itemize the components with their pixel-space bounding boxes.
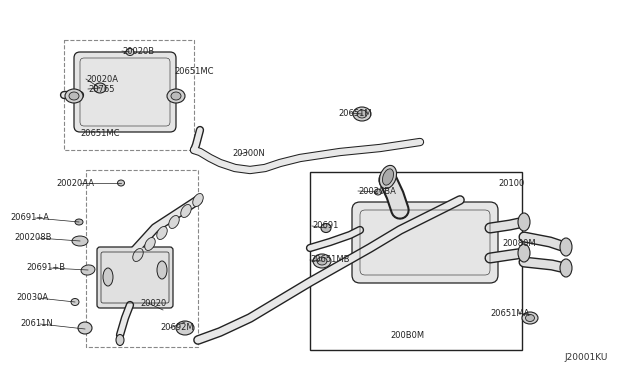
Text: 20651MB: 20651MB xyxy=(310,256,349,264)
Text: 20030A: 20030A xyxy=(16,294,48,302)
Text: 20020: 20020 xyxy=(140,298,166,308)
Ellipse shape xyxy=(313,254,331,268)
Text: 200B0M: 200B0M xyxy=(390,330,424,340)
Ellipse shape xyxy=(167,89,185,103)
Text: 20692M: 20692M xyxy=(160,324,194,333)
Ellipse shape xyxy=(374,189,381,195)
Text: 20300N: 20300N xyxy=(232,150,265,158)
Ellipse shape xyxy=(65,89,83,103)
Ellipse shape xyxy=(169,215,179,228)
Ellipse shape xyxy=(193,193,204,206)
Ellipse shape xyxy=(525,314,534,321)
Text: 20651MC: 20651MC xyxy=(174,67,214,77)
Text: 20691+B: 20691+B xyxy=(26,263,65,273)
Text: 20765: 20765 xyxy=(88,84,115,93)
Ellipse shape xyxy=(157,261,167,279)
Ellipse shape xyxy=(522,312,538,324)
Ellipse shape xyxy=(72,236,88,246)
Ellipse shape xyxy=(518,213,530,231)
Ellipse shape xyxy=(180,205,191,218)
Ellipse shape xyxy=(71,298,79,305)
Ellipse shape xyxy=(353,107,371,121)
Ellipse shape xyxy=(317,257,327,265)
Text: 20651M: 20651M xyxy=(338,109,372,118)
Ellipse shape xyxy=(145,238,156,250)
Ellipse shape xyxy=(383,169,394,185)
Text: 20691+A: 20691+A xyxy=(10,214,49,222)
Ellipse shape xyxy=(75,219,83,225)
Text: 20651MA: 20651MA xyxy=(490,308,529,317)
Ellipse shape xyxy=(321,224,331,232)
Text: 20691: 20691 xyxy=(312,221,339,231)
Text: 20080M: 20080M xyxy=(502,238,536,247)
Ellipse shape xyxy=(171,92,181,100)
Ellipse shape xyxy=(103,268,113,286)
Ellipse shape xyxy=(157,227,167,240)
Text: 20020A: 20020A xyxy=(86,74,118,83)
Ellipse shape xyxy=(78,322,92,334)
Ellipse shape xyxy=(116,334,124,346)
Ellipse shape xyxy=(94,83,106,93)
Text: 20651MC: 20651MC xyxy=(80,128,120,138)
Text: 20611N: 20611N xyxy=(20,318,52,327)
Text: 20020BA: 20020BA xyxy=(358,186,396,196)
Ellipse shape xyxy=(118,180,125,186)
Text: 20020AA: 20020AA xyxy=(56,179,94,187)
Ellipse shape xyxy=(518,244,530,262)
Ellipse shape xyxy=(380,166,397,189)
Ellipse shape xyxy=(357,110,367,118)
Ellipse shape xyxy=(560,259,572,277)
Ellipse shape xyxy=(560,238,572,256)
Text: J20001KU: J20001KU xyxy=(564,353,608,362)
Text: 200208B: 200208B xyxy=(14,234,51,243)
FancyBboxPatch shape xyxy=(74,52,176,132)
FancyBboxPatch shape xyxy=(352,202,498,283)
Ellipse shape xyxy=(176,321,194,335)
Ellipse shape xyxy=(132,248,143,262)
Ellipse shape xyxy=(126,48,134,55)
FancyBboxPatch shape xyxy=(97,247,173,308)
Ellipse shape xyxy=(69,92,79,100)
Text: 20020B: 20020B xyxy=(122,46,154,55)
Text: 20100: 20100 xyxy=(498,179,524,187)
Ellipse shape xyxy=(81,265,95,275)
